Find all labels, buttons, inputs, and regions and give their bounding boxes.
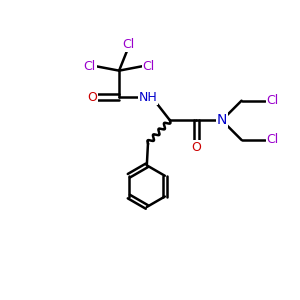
Text: NH: NH xyxy=(139,91,158,104)
Text: Cl: Cl xyxy=(267,134,279,146)
Text: Cl: Cl xyxy=(83,59,96,73)
Text: N: N xyxy=(217,113,227,127)
Text: Cl: Cl xyxy=(267,94,279,107)
Text: O: O xyxy=(87,91,97,104)
Text: O: O xyxy=(191,141,201,154)
Text: Cl: Cl xyxy=(142,59,155,73)
Text: Cl: Cl xyxy=(122,38,134,51)
